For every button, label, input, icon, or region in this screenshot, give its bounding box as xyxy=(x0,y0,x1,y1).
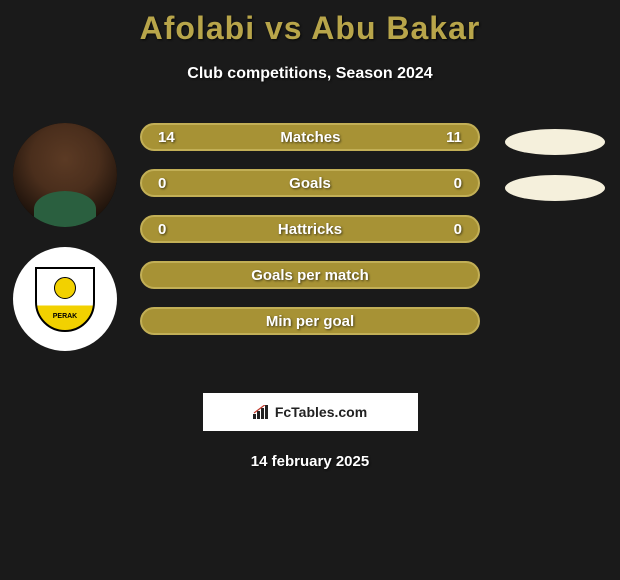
left-player-column: PERAK xyxy=(10,123,120,351)
stat-row-min-per-goal: Min per goal xyxy=(140,307,480,335)
stat-row-goals: 0 Goals 0 xyxy=(140,169,480,197)
right-player-column xyxy=(500,123,610,207)
watermark-text: FcTables.com xyxy=(275,404,367,420)
player-left-club-crest: PERAK xyxy=(13,247,117,351)
date-label: 14 february 2025 xyxy=(0,453,620,470)
bar-chart-icon xyxy=(253,405,271,419)
comparison-panel: PERAK 14 Matches 11 0 Goals 0 0 Hattrick… xyxy=(10,123,610,383)
stat-label: Min per goal xyxy=(158,313,462,330)
stat-left-value: 0 xyxy=(158,175,166,192)
club-emblem-icon xyxy=(54,277,76,299)
stat-right-value: 0 xyxy=(454,221,462,238)
stat-row-hattricks: 0 Hattricks 0 xyxy=(140,215,480,243)
subtitle: Club competitions, Season 2024 xyxy=(0,65,620,83)
stat-right-value: 0 xyxy=(454,175,462,192)
stat-row-matches: 14 Matches 11 xyxy=(140,123,480,151)
watermark: FcTables.com xyxy=(203,393,418,431)
stat-rows: 14 Matches 11 0 Goals 0 0 Hattricks 0 Go… xyxy=(140,123,480,335)
player-right-club-placeholder xyxy=(505,175,605,201)
player-left-face xyxy=(13,123,117,227)
stat-label: Goals xyxy=(166,175,453,192)
club-label: PERAK xyxy=(53,313,78,320)
player-left-avatar xyxy=(13,123,117,227)
stat-label: Goals per match xyxy=(158,267,462,284)
player-right-avatar-placeholder xyxy=(505,129,605,155)
stat-left-value: 0 xyxy=(158,221,166,238)
stat-right-value: 11 xyxy=(446,129,462,146)
stat-row-goals-per-match: Goals per match xyxy=(140,261,480,289)
stat-label: Matches xyxy=(175,129,446,146)
stat-left-value: 14 xyxy=(158,129,175,146)
page-title: Afolabi vs Abu Bakar xyxy=(0,0,620,47)
stat-label: Hattricks xyxy=(166,221,453,238)
club-shield-icon: PERAK xyxy=(35,267,95,332)
